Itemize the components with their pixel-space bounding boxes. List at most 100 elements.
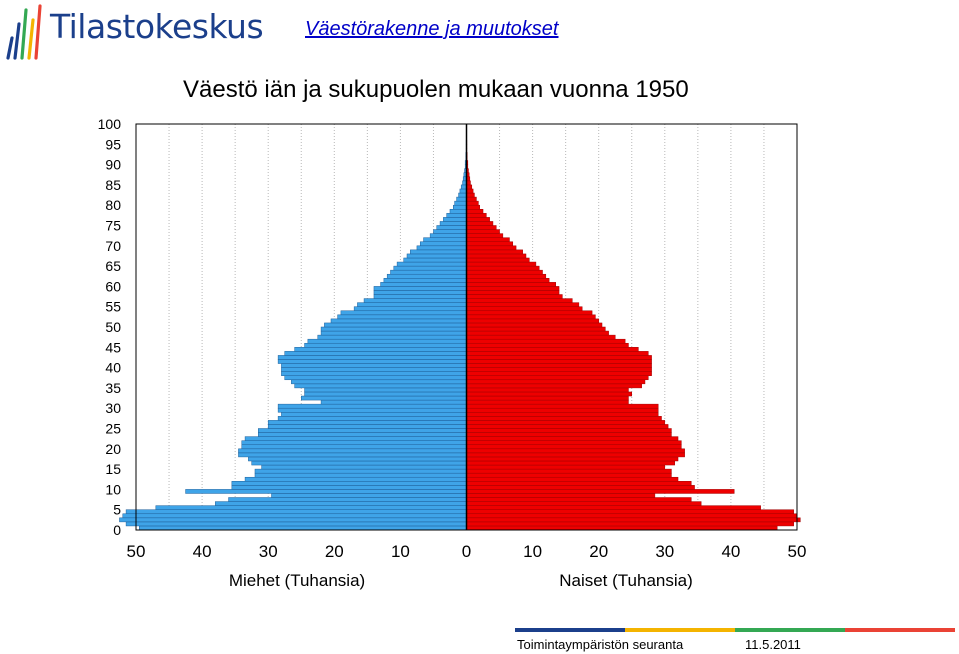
bar-women [466, 302, 580, 307]
bar-women [466, 424, 669, 429]
bar-men [304, 387, 467, 393]
bar-women [466, 403, 659, 409]
bar-women [466, 391, 632, 397]
x-axis-label-men: Miehet (Tuhansia) [229, 571, 365, 590]
bar-women [466, 314, 596, 320]
bar-men [215, 501, 467, 506]
footer-date: 11.5.2011 [745, 637, 801, 652]
y-tick-label: 35 [105, 380, 121, 396]
bar-women [466, 294, 563, 299]
bar-men [277, 355, 467, 360]
bar-men [353, 306, 467, 312]
bar-men [443, 217, 467, 222]
bar-men [373, 290, 467, 295]
bar-men [139, 525, 467, 531]
footer-color-bar-1 [515, 628, 625, 632]
bar-women [466, 290, 560, 295]
bar-women [466, 525, 778, 531]
bar-women [466, 233, 504, 238]
bar-women [466, 237, 510, 242]
bar-men [271, 493, 467, 498]
bar-women [466, 452, 685, 458]
bar-men [238, 452, 467, 458]
bar-men [433, 229, 467, 234]
bar-men [386, 273, 467, 279]
bar-women [466, 407, 659, 413]
bar-women [466, 448, 685, 454]
bar-men [304, 391, 467, 397]
bar-women [466, 489, 735, 494]
bar-women [466, 395, 629, 401]
footer-color-bar-4 [845, 628, 955, 632]
logo-mark-icon [6, 4, 42, 60]
y-tick-label: 60 [105, 278, 121, 294]
bar-men [254, 472, 467, 478]
bar-women [466, 229, 500, 234]
bar-men [258, 428, 467, 433]
bar-men [251, 460, 467, 466]
y-tick-label: 55 [105, 299, 121, 315]
chart-title: Väestö iän ja sukupuolen mukaan vuonna 1… [183, 76, 689, 103]
x-tick-label: 50 [788, 542, 807, 561]
y-tick-label: 50 [105, 319, 121, 335]
bar-women [466, 367, 652, 372]
y-tick-label: 40 [105, 360, 121, 376]
bar-men [281, 371, 467, 376]
y-tick-label: 90 [105, 157, 121, 173]
bar-women [466, 517, 801, 523]
bar-women [466, 464, 666, 470]
bar-women [466, 192, 475, 198]
bar-women [466, 460, 675, 466]
bar-men [330, 318, 467, 324]
x-tick-label: 30 [259, 542, 278, 561]
bar-men [284, 375, 467, 381]
bar-women [466, 416, 662, 421]
x-tick-label: 0 [462, 542, 471, 561]
bar-women [466, 318, 599, 324]
bar-men [458, 192, 467, 198]
x-tick-labels: 50 40 30 20 10 0 10 20 30 40 50 [127, 542, 807, 561]
bar-women [466, 286, 560, 291]
bar-men [396, 261, 467, 267]
bar-men [281, 412, 467, 417]
bar-women [466, 217, 490, 222]
bar-women [466, 273, 547, 279]
bar-men [231, 485, 467, 490]
bar-women [466, 440, 682, 445]
bar-women [466, 326, 606, 332]
bar-men [254, 468, 467, 474]
bar-men [456, 196, 467, 202]
bar-women [466, 428, 672, 433]
bar-men [403, 257, 467, 263]
bar-men [406, 253, 467, 259]
bar-men [324, 322, 467, 328]
bar-women [466, 481, 692, 486]
bar-men [155, 505, 467, 510]
bar-men [320, 326, 467, 332]
bar-men [228, 497, 467, 502]
bar-women [466, 196, 477, 202]
y-tick-label: 70 [105, 238, 121, 254]
bar-men [294, 347, 467, 352]
population-pyramid-chart: 0 5 10 15 20 25 30 35 40 45 50 55 60 65 70 75 80 85 90 95 10… [98, 116, 807, 590]
bar-men [291, 379, 467, 385]
bar-men [281, 363, 467, 368]
y-tick-label: 5 [113, 502, 121, 518]
bar-men [281, 367, 467, 372]
bar-men [373, 294, 467, 299]
bar-women [466, 436, 679, 441]
bar-men [244, 436, 467, 441]
bar-women [466, 310, 593, 316]
section-link[interactable]: Väestörakenne ja muutokset [305, 18, 559, 40]
tilastokeskus-logo[interactable]: Tilastokeskus [0, 0, 264, 62]
bar-women [466, 363, 652, 368]
bar-men [390, 269, 467, 275]
bar-men [423, 237, 467, 242]
bar-men [241, 440, 467, 445]
bar-men [267, 420, 467, 425]
bar-women [466, 444, 682, 450]
y-tick-label: 65 [105, 258, 121, 274]
bar-men [337, 314, 467, 320]
bar-women [466, 330, 609, 336]
bar-women [466, 379, 646, 385]
